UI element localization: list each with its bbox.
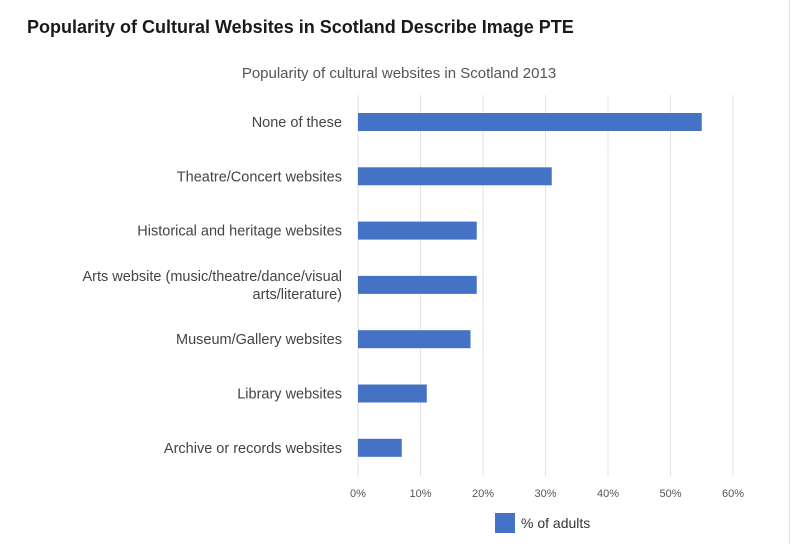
x-tick-label: 30% [534, 488, 556, 500]
category-label-line: Museum/Gallery websites [176, 332, 342, 348]
x-tick-label: 60% [722, 488, 744, 500]
x-tick-label: 0% [350, 488, 366, 500]
page-divider [789, 0, 790, 544]
category-label: None of these [252, 115, 342, 131]
category-label-line: Library websites [237, 387, 342, 403]
chart-title: Popularity of cultural websites in Scotl… [242, 65, 556, 82]
bar [358, 275, 477, 294]
category-label-line: Historical and heritage websites [137, 224, 342, 240]
category-label: Archive or records websites [164, 441, 342, 457]
bar [358, 438, 402, 457]
category-label: Theatre/Concert websites [177, 169, 342, 185]
x-axis-tick-labels: 0% 10% 20% 30% 40% 50% 60% [350, 488, 744, 500]
category-label-line: arts/literature) [253, 287, 342, 303]
bar [358, 221, 477, 240]
bar [358, 384, 427, 403]
chart-legend: % of adults [495, 513, 590, 533]
category-label: Library websites [237, 387, 342, 403]
legend-swatch [495, 513, 515, 533]
category-label: Arts website (music/theatre/dance/visual… [83, 269, 343, 303]
x-tick-label: 40% [597, 488, 619, 500]
bar [358, 113, 702, 131]
category-label-line: Arts website (music/theatre/dance/visual [83, 269, 343, 285]
category-label-line: None of these [252, 115, 342, 131]
category-label: Historical and heritage websites [137, 224, 342, 240]
legend-label: % of adults [521, 515, 590, 531]
category-labels: None of these Theatre/Concert websites His… [83, 115, 343, 457]
chart-gridlines [357, 95, 734, 476]
x-tick-label: 50% [659, 488, 681, 500]
bar [358, 330, 471, 349]
chart-bars [358, 113, 702, 457]
bar [358, 167, 552, 186]
x-tick-label: 10% [409, 488, 431, 500]
category-label-line: Theatre/Concert websites [177, 169, 342, 185]
page-title: Popularity of Cultural Websites in Scotl… [27, 17, 574, 37]
category-label-line: Archive or records websites [164, 441, 342, 457]
category-label: Museum/Gallery websites [176, 332, 342, 348]
x-tick-label: 20% [472, 488, 494, 500]
